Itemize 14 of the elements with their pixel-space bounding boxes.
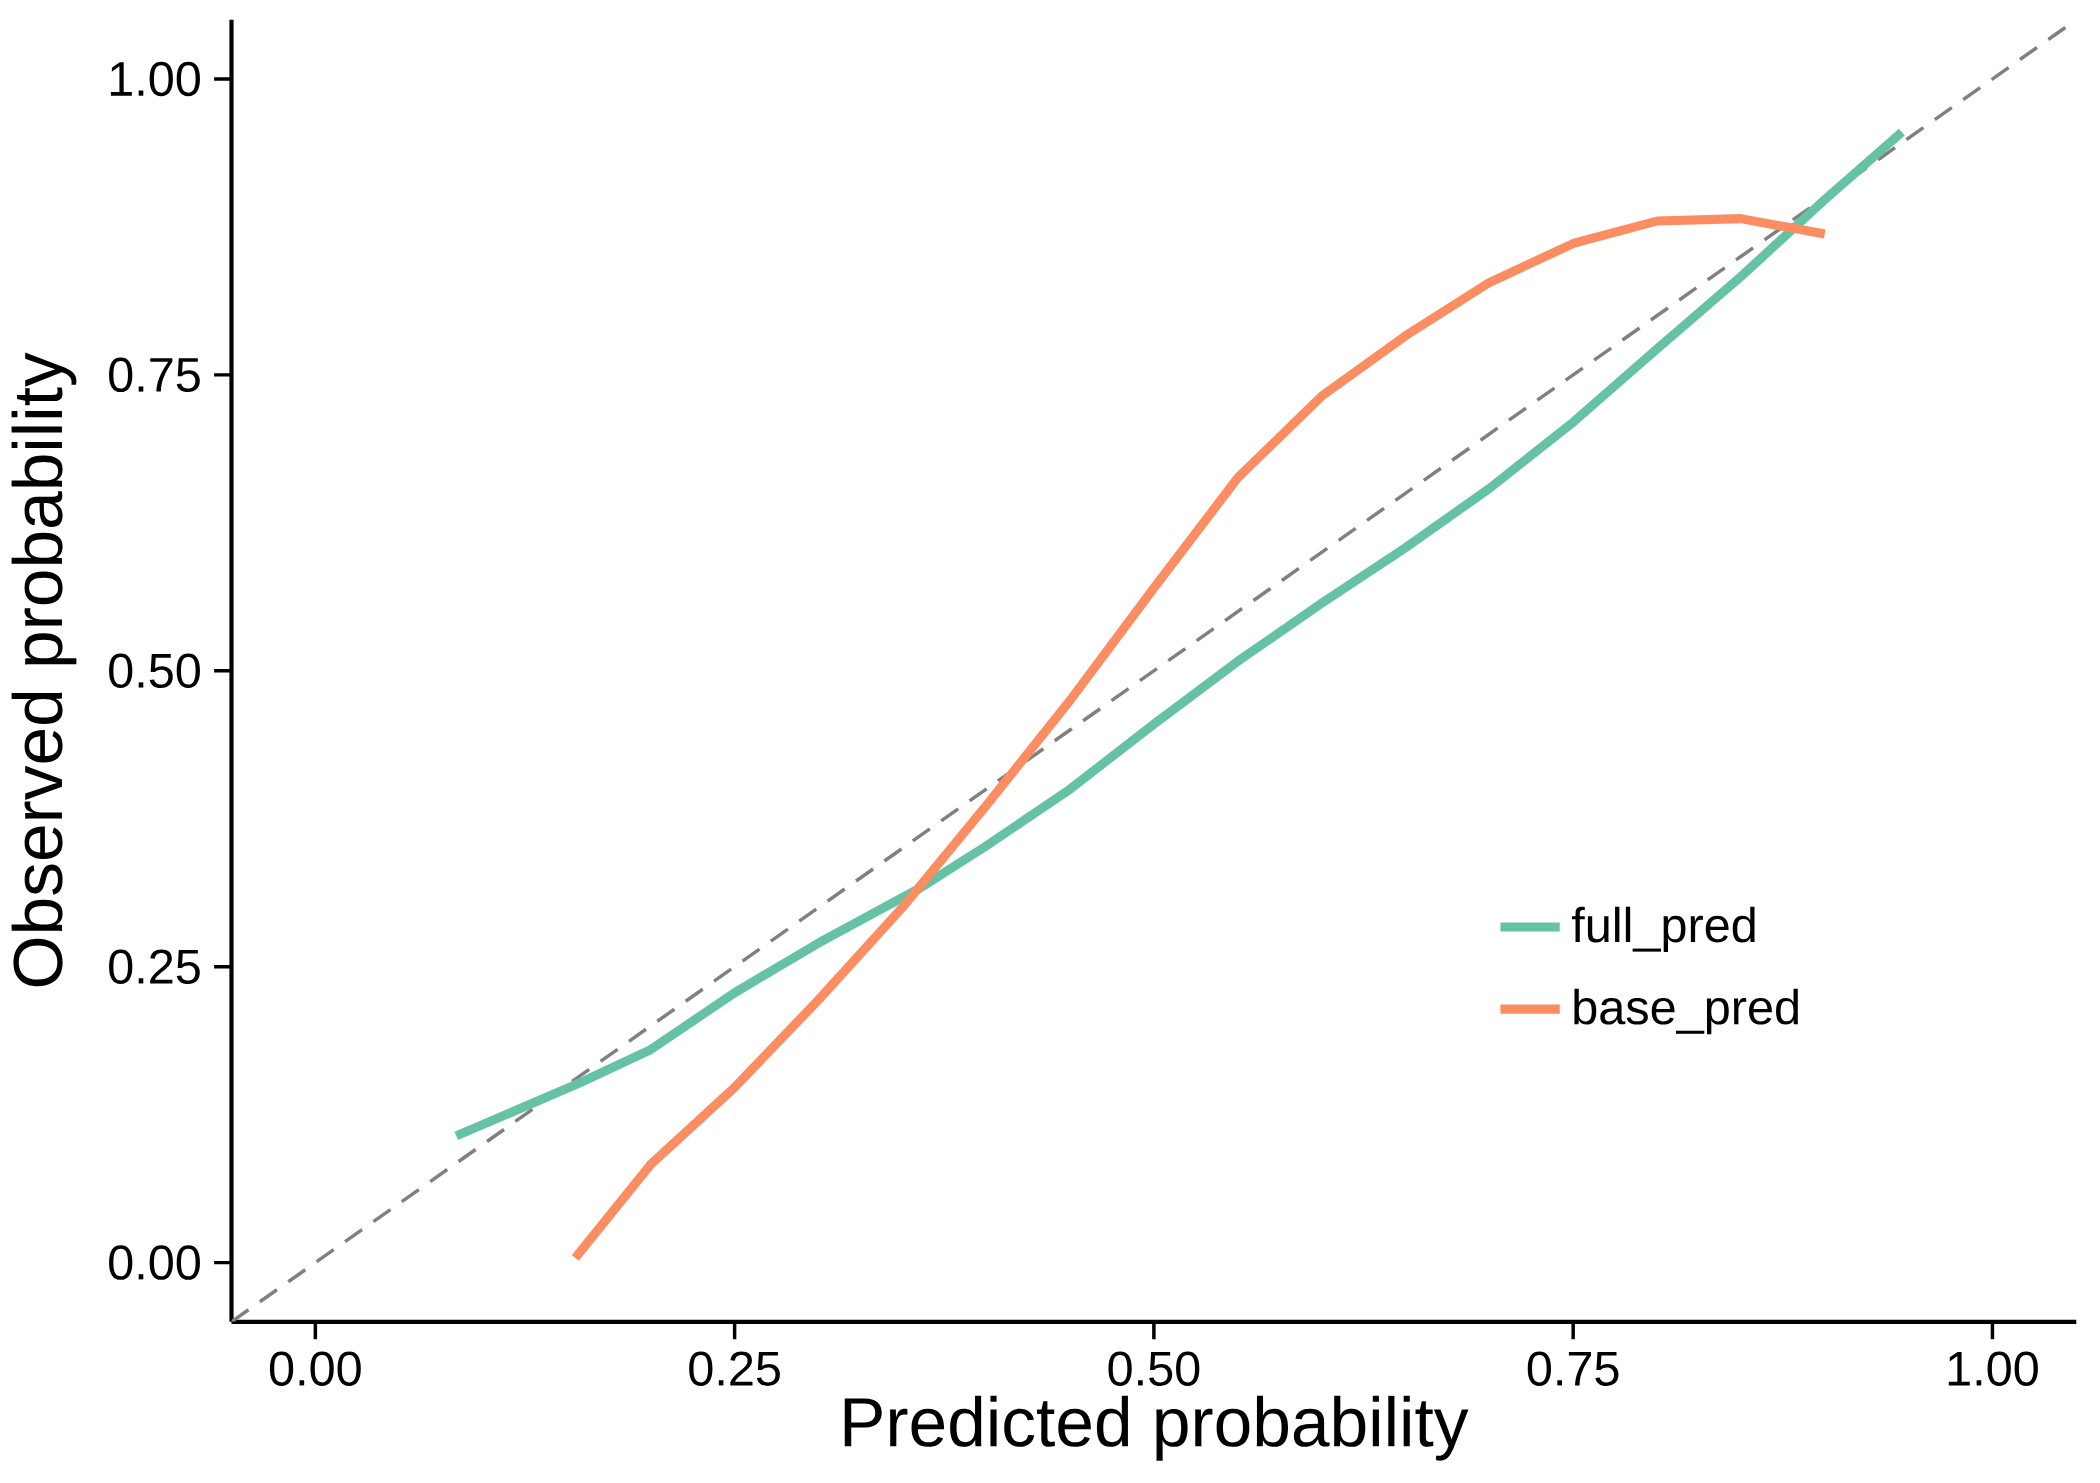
y-tick-label: 0.50 [109,653,200,689]
x-tick-label: 1.00 [1948,1351,2038,1386]
x-tick-label: 0.50 [1108,1351,1200,1386]
x-tick-label: 0.75 [1527,1351,1619,1386]
y-tick-label: 0.25 [109,949,200,984]
legend-label: full_pred [1571,906,1755,953]
y-tick-label: 1.00 [110,61,200,97]
y-tick-label: 0.75 [109,357,200,393]
legend-label: base_pred [1574,988,1798,1035]
x-tick-label: 0.25 [689,1351,780,1386]
x-axis-title: Predicted probability [844,1395,1469,1461]
x-tick-label: 0.00 [269,1351,361,1386]
y-tick-label: 0.00 [109,1245,200,1280]
y-axis-title: Observed probability [11,352,77,987]
